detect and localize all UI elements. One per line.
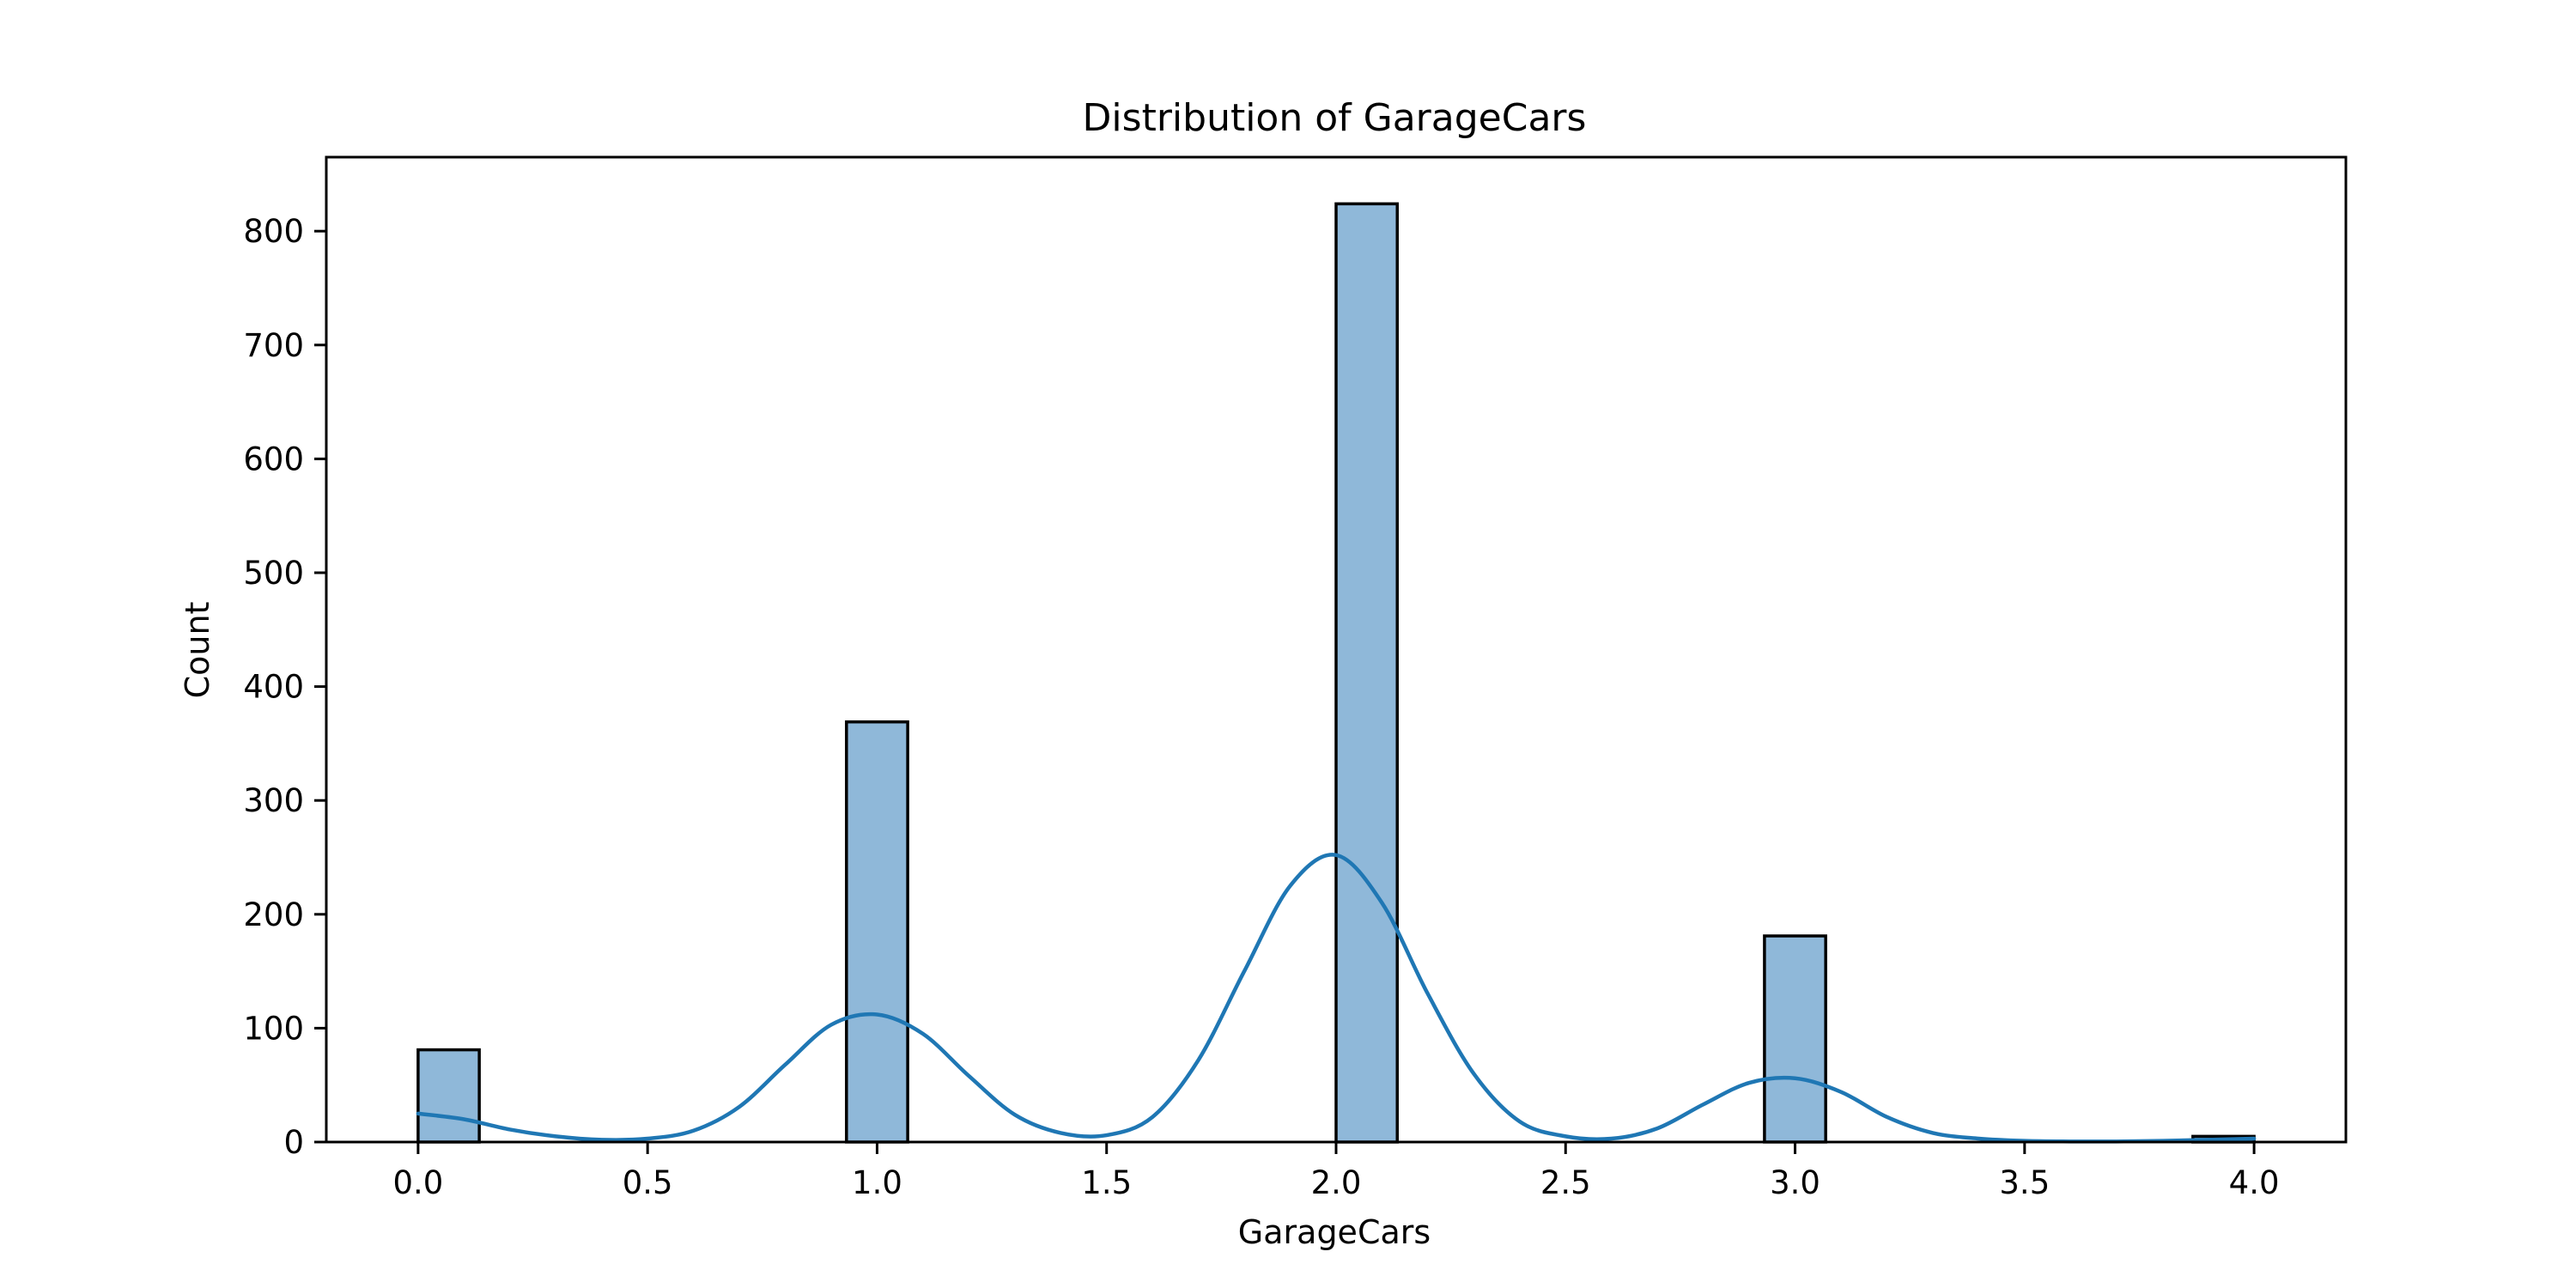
y-tick-label: 100 <box>243 1010 304 1047</box>
histogram-bar-3 <box>1763 934 1827 1144</box>
histogram-bar-0 <box>416 1048 481 1144</box>
y-tick-label: 600 <box>243 440 304 477</box>
y-tick-label: 400 <box>243 669 304 706</box>
y-tick-label: 700 <box>243 327 304 364</box>
y-tick-label: 200 <box>243 896 304 933</box>
y-tick-label: 500 <box>243 555 304 592</box>
y-tick-label: 300 <box>243 782 304 819</box>
x-tick-label: 2.5 <box>1540 1164 1591 1201</box>
y-axis-label: Count <box>179 602 216 699</box>
x-tick-label: 0.5 <box>623 1164 673 1201</box>
y-tick-label: 0 <box>283 1124 304 1161</box>
bars-layer <box>416 202 2256 1144</box>
histogram-bar-1 <box>845 720 909 1144</box>
y-axis: 0 100 200 300 400 500 600 700 800 <box>243 213 326 1161</box>
chart-title: Distribution of GarageCars <box>1083 96 1587 140</box>
x-tick-label: 1.0 <box>852 1164 902 1201</box>
x-axis-label: GarageCars <box>1238 1213 1431 1251</box>
x-tick-label: 4.0 <box>2229 1164 2280 1201</box>
x-tick-label: 0.0 <box>392 1164 443 1201</box>
kde-curve <box>416 853 2257 1144</box>
x-tick-label: 3.5 <box>1999 1164 2050 1201</box>
x-tick-label: 1.5 <box>1081 1164 1132 1201</box>
x-tick-label: 3.0 <box>1770 1164 1820 1201</box>
x-tick-label: 2.0 <box>1311 1164 1362 1201</box>
y-tick-label: 800 <box>243 213 304 250</box>
x-axis: 0.0 0.5 1.0 1.5 2.0 2.5 3.0 3.5 4.0 <box>392 1142 2280 1201</box>
histogram-bar-2 <box>1334 202 1400 1144</box>
